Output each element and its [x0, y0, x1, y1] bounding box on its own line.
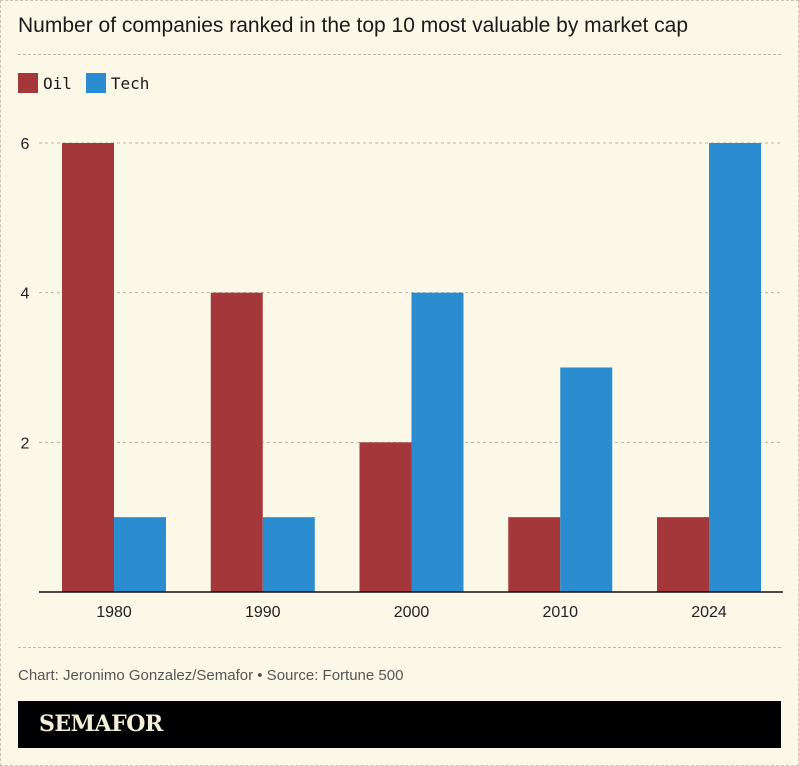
legend-item-tech: Tech: [85, 73, 150, 93]
x-tick-label: 2000: [394, 604, 430, 621]
legend-swatch-oil: [18, 73, 38, 93]
credit-text: Chart: Jeronimo Gonzalez/Semafor • Sourc…: [18, 667, 404, 684]
brand-bar: SEMAFOR: [18, 701, 781, 748]
legend-item-oil: Oil: [18, 73, 72, 93]
bar-tech-2010: [560, 367, 613, 592]
x-tick-label: 1990: [245, 604, 281, 621]
y-tick-label: 4: [21, 286, 30, 303]
x-tick-label: 1980: [96, 604, 132, 621]
divider: [18, 647, 781, 648]
bar-oil-2024: [657, 517, 709, 592]
x-tick-label: 2010: [542, 604, 578, 621]
legend-swatch-tech: [85, 73, 106, 93]
bar-tech-2000: [411, 292, 464, 592]
semafor-logo: SEMAFOR: [39, 711, 163, 737]
bar-oil-2010: [508, 517, 561, 592]
y-tick-label: 6: [21, 136, 30, 153]
x-tick-label: 2024: [691, 604, 727, 621]
bar-tech-1990: [262, 517, 315, 592]
bar-oil-2000: [359, 442, 412, 592]
chart-title: Number of companies ranked in the top 10…: [18, 14, 689, 37]
divider: [18, 54, 781, 55]
legend-label-tech: Tech: [110, 73, 150, 93]
bar-oil-1990: [210, 292, 263, 592]
y-tick-label: 2: [21, 435, 30, 452]
bar-tech-2024: [709, 143, 761, 592]
bar-tech-1980: [114, 517, 166, 592]
legend-label-oil: Oil: [43, 73, 72, 93]
bar-oil-1980: [62, 143, 114, 592]
legend: Oil Tech: [18, 73, 149, 93]
